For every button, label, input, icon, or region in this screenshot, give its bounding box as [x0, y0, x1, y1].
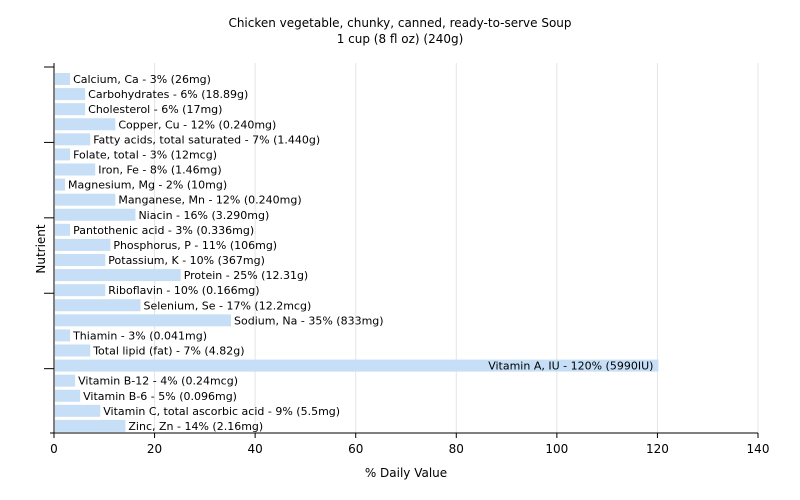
bar-label: Thiamin - 3% (0.041mg): [72, 329, 207, 342]
bar-label: Sodium, Na - 35% (833mg): [234, 314, 384, 327]
bar: [55, 329, 71, 342]
bar: [55, 133, 91, 146]
bar-label: Vitamin A, IU - 120% (5990IU): [488, 360, 653, 373]
bar: [55, 254, 106, 266]
bar: [55, 404, 101, 417]
bar-label: Selenium, Se - 17% (12.2mcg): [143, 299, 311, 312]
bar-label: Vitamin B-12 - 4% (0.24mcg): [78, 375, 238, 388]
bar: [55, 299, 141, 312]
bar-label: Magnesium, Mg - 2% (10mg): [68, 179, 227, 192]
bar: [55, 148, 71, 161]
bar-label: Calcium, Ca - 3% (26mg): [73, 73, 211, 86]
bar-label: Riboflavin - 10% (0.166mg): [108, 284, 259, 297]
x-tick-label: 120: [646, 442, 669, 456]
bars: Calcium, Ca - 3% (26mg) Carbohydrates - 6…: [55, 73, 659, 433]
x-tick-label: 40: [248, 442, 263, 456]
bar-label: Iron, Fe - 8% (1.46mg): [98, 164, 221, 177]
bar: [55, 419, 126, 432]
x-tick-label: 20: [147, 442, 162, 456]
bar: [55, 103, 86, 116]
bar: [55, 178, 66, 191]
bar-label: Zinc, Zn - 14% (2.16mg): [128, 420, 263, 433]
bar-label: Protein - 25% (12.31g): [184, 269, 309, 282]
bar: [55, 208, 136, 221]
bar: [55, 269, 181, 282]
bar: [55, 344, 91, 357]
bar-label: Potassium, K - 10% (367mg): [108, 254, 265, 267]
bar-label: Niacin - 16% (3.290mg): [138, 209, 269, 222]
bar-label: Cholesterol - 6% (17mg): [88, 103, 222, 116]
chart-title: Chicken vegetable, chunky, canned, ready…: [228, 16, 572, 30]
axes: [44, 63, 758, 434]
bar-label: Folate, total - 3% (12mcg): [73, 148, 217, 161]
bar: [55, 193, 116, 206]
bar: [55, 389, 81, 402]
bar-label: Total lipid (fat) - 7% (4.82g): [92, 345, 244, 358]
bar-label: Pantothenic acid - 3% (0.336mg): [73, 224, 254, 237]
bar-label: Vitamin B-6 - 5% (0.096mg): [83, 390, 237, 403]
bar: [55, 359, 659, 372]
x-tick-label: 100: [545, 442, 568, 456]
bar: [55, 284, 106, 297]
bar-label: Vitamin C, total ascorbic acid - 9% (5.5…: [103, 405, 340, 418]
bar: [55, 374, 76, 387]
bar-label: Carbohydrates - 6% (18.89g): [88, 88, 248, 101]
bar: [55, 118, 116, 131]
bar-label: Copper, Cu - 12% (0.240mg): [118, 118, 276, 131]
bar: [55, 238, 111, 251]
bar-label: Fatty acids, total saturated - 7% (1.440…: [93, 133, 320, 146]
x-ticks: 0 20 40 60 80 100 120 140: [50, 433, 769, 456]
x-tick-label: 140: [747, 442, 770, 456]
x-axis-label: % Daily Value: [365, 466, 447, 480]
x-tick-label: 60: [348, 442, 363, 456]
bar: [55, 223, 71, 236]
bar: [55, 73, 71, 85]
y-axis-label: Nutrient: [34, 224, 48, 274]
bar: [55, 88, 86, 101]
bar-label: Manganese, Mn - 12% (0.240mg): [118, 194, 301, 207]
chart-subtitle: 1 cup (8 fl oz) (240g): [336, 32, 464, 46]
x-tick-label: 0: [50, 442, 58, 456]
x-tick-label: 80: [449, 442, 464, 456]
bar: [55, 163, 96, 176]
bar-label: Phosphorus, P - 11% (106mg): [113, 239, 277, 252]
bar: [55, 314, 231, 327]
